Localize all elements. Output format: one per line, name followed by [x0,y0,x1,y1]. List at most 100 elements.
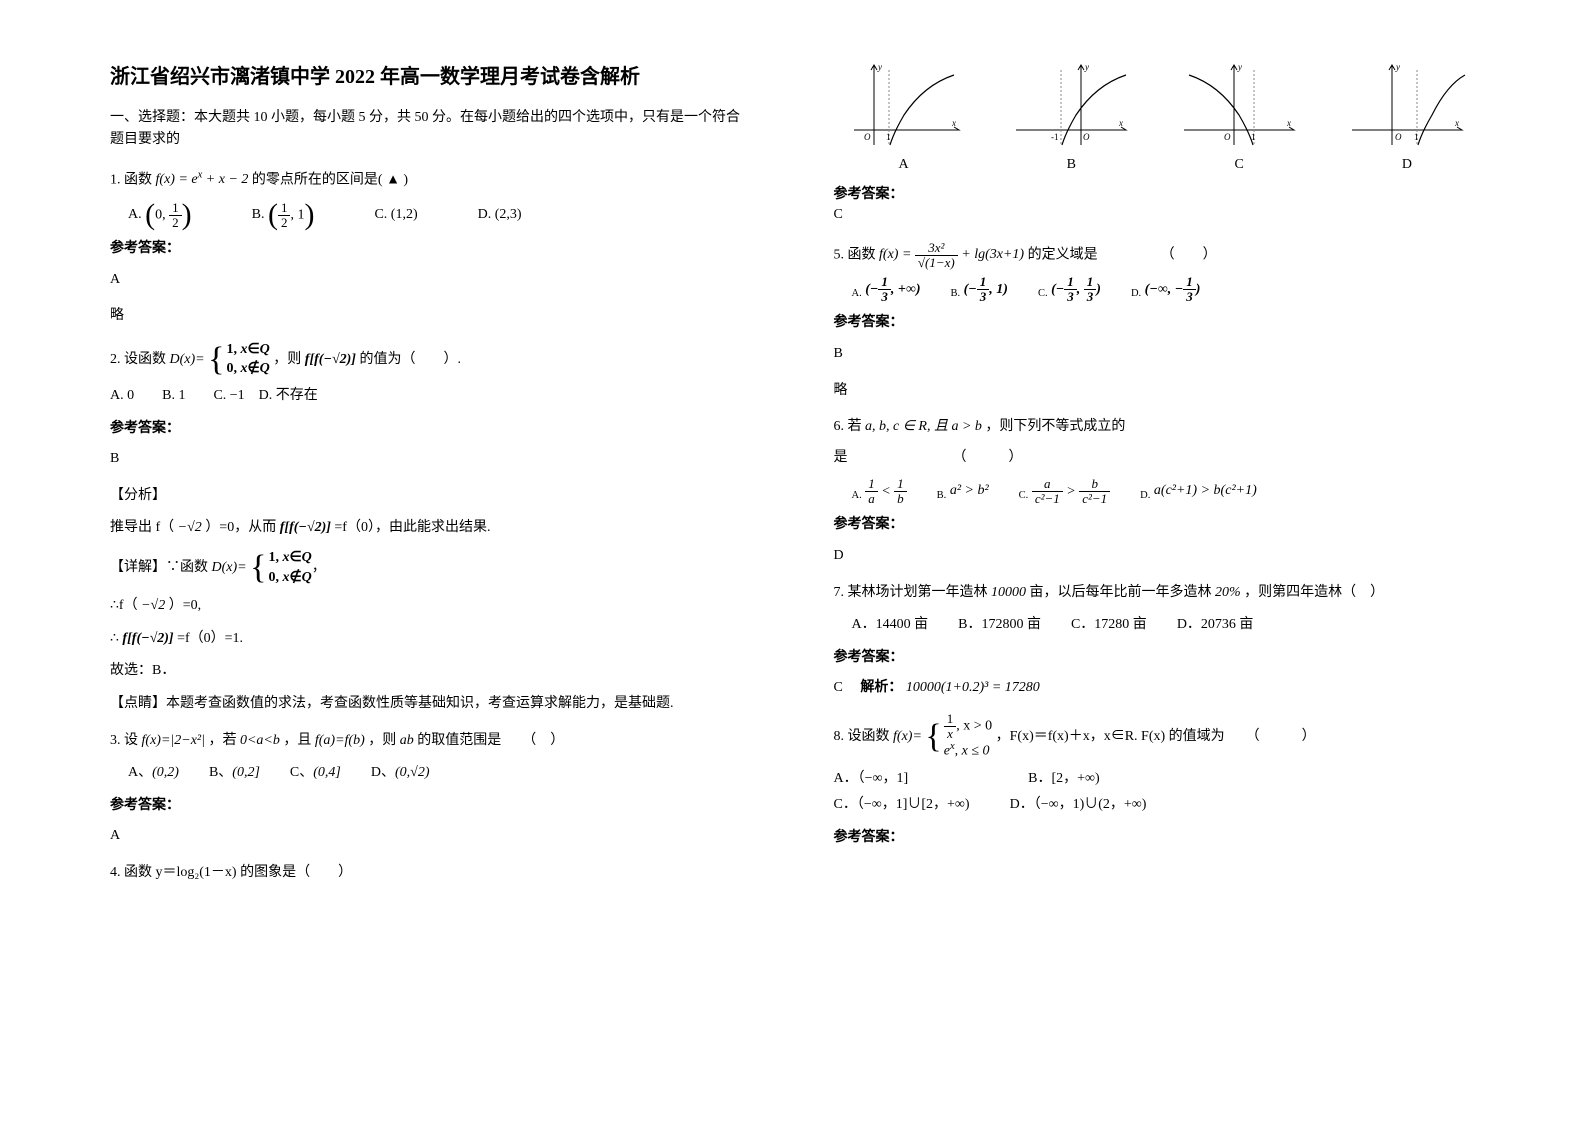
t: 解析： [860,680,902,695]
q3-options: A、(0,2) B、(0,2] C、(0,4] D、(0,√2) [128,760,754,787]
q6-cond: a, b, c ∈ R, 且 a > b [865,419,982,434]
t: ∴ [110,631,119,646]
svg-text:1: 1 [1414,132,1419,142]
section-header: 一、选择题：本大题共 10 小题，每小题 5 分，共 50 分。在每小题给出的四… [110,107,754,152]
q8-stem: 8. 设函数 f(x)= { 1x, x > 0 ex, x ≤ 0 ，F(x)… [834,712,1478,762]
t: ，则第四年造林（ ） [1244,585,1384,600]
q7-ana: 10000(1+0.2)³ = 17280 [906,680,1040,695]
svg-text:y: y [1395,62,1400,72]
t: ，则 [368,733,400,748]
cond: 0<a<b [240,733,280,748]
sqrt: −√2 [178,520,202,535]
q1-stem-suffix: 的零点所在的区间是( ▲ ) [252,172,408,187]
q2-opts: A. 0 B. 1 C. −1 D. 不存在 [110,383,754,410]
graph-c: O 1 x y C [1169,60,1309,173]
q5-stem: 5. 函数 f(x) = 3x²√(1−x) + lg(3x+1) 的定义域是 … [834,241,1478,269]
left-column: 浙江省绍兴市漓渚镇中学 2022 年高一数学理月考试卷含解析 一、选择题：本大题… [90,60,794,1092]
answer-label: 参考答案： [834,645,1478,672]
q1-opt-c: C. (1,2) [374,202,417,229]
dx2: D(x)= [212,560,247,575]
t: ，且 [283,733,315,748]
q8-opts-row2: C．（−∞，1]∪[2，+∞) D．（−∞，1)∪(2，+∞) [834,792,1478,819]
q2-conclude: 故选：B． [110,658,754,685]
q2-therefore1: ∴f（ −√2 ）=0, [110,593,754,620]
svg-text:O: O [1224,132,1231,142]
t: 亩，以后每年比前一年多造林 [1030,585,1216,600]
t: 的定义域是 （ ） [1028,247,1217,262]
t: 7. 某林场计划第一年造林 [834,585,988,600]
t: 的取值范围是 （ ） [417,733,564,748]
svg-text:x: x [1454,118,1459,128]
svg-text:O: O [864,132,871,142]
ab: ab [400,733,414,748]
q1-opt-a: A. 0, 12 [128,200,192,230]
ff: f[f(−√2)] [280,520,331,535]
t: 推导出 f（ [110,520,174,535]
q3-fx: f(x)=|2−x²| [142,733,205,748]
q3-opt-c: C、(0,4] [290,760,341,787]
question-2: 2. 设函数 D(x)= { 1, x∈Q 0, x∉Q ，则 f[f(−√2)… [110,340,754,718]
q2-stem: 2. 设函数 D(x)= { 1, x∈Q 0, x∉Q ，则 f[f(−√2)… [110,340,754,379]
fab: f(a)=f(b) [315,733,365,748]
q6-answer: D [834,543,1478,570]
question-1: 1. 函数 f(x) = ex + x − 2 的零点所在的区间是( ▲ ) A… [110,166,754,330]
graph-d: O 1 x y D [1337,60,1477,173]
svg-text:x: x [1118,118,1123,128]
q7-options: A．14400 亩 B．172800 亩 C．17280 亩 D．20736 亩 [852,612,1478,639]
q2-suffix: 的值为（ ）. [359,352,461,367]
t: 8. 设函数 [834,729,894,744]
q2-answer: B [110,446,754,473]
svg-text:y: y [877,62,882,72]
answer-label: 参考答案： [110,793,754,820]
t: 5. 函数 [834,247,880,262]
q8-piecewise: { 1x, x > 0 ex, x ≤ 0 [925,712,992,762]
q8-opt-c: C．（−∞，1]∪[2，+∞) [834,792,970,819]
t: 3. 设 [110,733,142,748]
question-4: 4. 函数 y＝log₂(1－x) 的图象是（ ） [110,860,754,887]
t: 6. 若 [834,419,866,434]
svg-text:x: x [951,118,956,128]
q2-detail: 【详解】∵函数 D(x)= { 1, x∈Q 0, x∉Q ， [110,548,754,587]
q1-stem: 1. 函数 f(x) = ex + x − 2 的零点所在的区间是( ▲ ) [110,166,754,194]
pw2: { 1, x∈Q 0, x∉Q [250,548,312,587]
q1-opt-b: B. 12, 1 [252,200,315,230]
q5-opt-a: A. (−13, +∞) [852,275,921,304]
answer-label: 参考答案： [834,310,1478,337]
t: ，则下列不等式成立的 [985,419,1125,434]
q4-graphs: O 1 x y A O -1 x y B [834,60,1478,173]
opt-b-prefix: B. [252,207,265,222]
t: , x > 0 [956,718,992,733]
question-5: 5. 函数 f(x) = 3x²√(1−x) + lg(3x+1) 的定义域是 … [834,241,1478,404]
q6-options: A. 1a < 1b B. a² > b² C. ac²−1 > bc²−1 D… [852,477,1478,506]
q6-line2: 是 （ ） [834,445,1478,472]
q1-answer: A [110,267,754,294]
t: =f（0）=1. [177,631,243,646]
pct: 20% [1215,585,1241,600]
question-8: 8. 设函数 f(x)= { 1x, x > 0 ex, x ≤ 0 ，F(x)… [834,712,1478,851]
q7-stem: 7. 某林场计划第一年造林 10000 亩，以后每年比前一年多造林 20% ，则… [834,580,1478,607]
t: ）=0, [169,598,201,613]
q7-opt-a: A．14400 亩 [852,612,929,639]
q5-answer: B [834,341,1478,368]
q8-opt-b: B．[2，+∞) [1028,766,1100,793]
q1-stem-prefix: 1. 函数 [110,172,152,187]
q1-note: 略 [110,303,754,330]
question-7: 7. 某林场计划第一年造林 10000 亩，以后每年比前一年多造林 20% ，则… [834,580,1478,702]
t: ）=0，从而 [205,520,279,535]
q5-opt-d: D. (−∞, −13) [1131,275,1201,304]
q2-ana-label: 【分析】 [110,483,754,510]
q1-stem-math: f(x) = ex + x − 2 [156,172,249,187]
q6-opt-a: A. 1a < 1b [852,477,907,506]
q5-note: 略 [834,378,1478,405]
answer-label: 参考答案： [834,825,1478,852]
answer-label: 参考答案： [834,512,1478,539]
q7-opt-c: C．17280 亩 [1071,612,1147,639]
q6-opt-b: B. a² > b² [937,478,989,506]
q5-opt-b: B. (−13, 1) [951,275,1008,304]
svg-text:-1: -1 [1051,132,1059,142]
svg-text:O: O [1083,132,1090,142]
n1: 10000 [991,585,1026,600]
q8-opt-a: A．（−∞，1] [834,766,909,793]
q2-mid: ，则 [273,352,305,367]
q2-comment: 【点睛】本题考查函数值的求法，考查函数性质等基础知识，考查运算求解能力，是基础题… [110,691,754,718]
